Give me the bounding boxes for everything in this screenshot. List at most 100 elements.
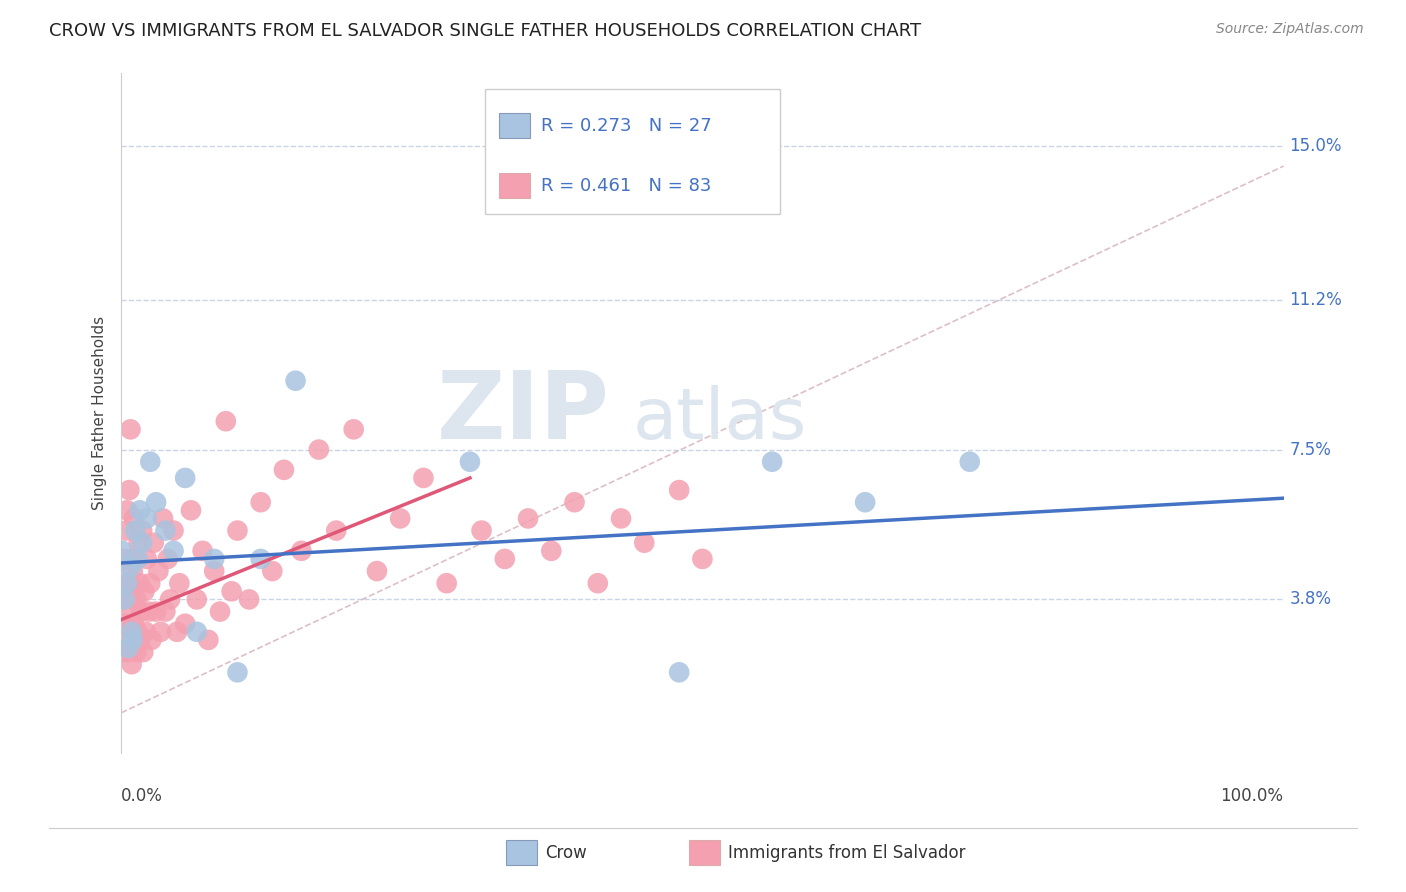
Point	[162, 524, 184, 538]
Point	[610, 511, 633, 525]
Point	[128, 535, 150, 549]
Text: ZIP: ZIP	[436, 368, 609, 459]
Point	[458, 455, 481, 469]
Point	[115, 524, 138, 538]
Point	[308, 442, 330, 457]
Point	[125, 592, 148, 607]
Point	[121, 657, 143, 672]
Text: 100.0%: 100.0%	[1220, 788, 1284, 805]
Point	[134, 584, 156, 599]
Point	[174, 471, 197, 485]
Point	[135, 552, 157, 566]
Point	[131, 535, 153, 549]
Point	[494, 552, 516, 566]
Y-axis label: Single Father Households: Single Father Households	[93, 316, 107, 510]
Point	[169, 576, 191, 591]
Point	[118, 483, 141, 497]
Text: R = 0.273   N = 27: R = 0.273 N = 27	[541, 117, 711, 135]
Point	[202, 552, 225, 566]
Point	[115, 645, 138, 659]
Point	[139, 576, 162, 591]
Point	[290, 544, 312, 558]
Point	[117, 640, 139, 655]
Point	[412, 471, 434, 485]
Point	[284, 374, 307, 388]
Point	[692, 552, 714, 566]
Point	[191, 544, 214, 558]
Point	[540, 544, 562, 558]
Text: CROW VS IMMIGRANTS FROM EL SALVADOR SINGLE FATHER HOUSEHOLDS CORRELATION CHART: CROW VS IMMIGRANTS FROM EL SALVADOR SING…	[49, 22, 921, 40]
Point	[159, 592, 181, 607]
Point	[155, 524, 177, 538]
Point	[125, 645, 148, 659]
Text: 11.2%: 11.2%	[1289, 291, 1343, 309]
Point	[633, 535, 655, 549]
Point	[197, 632, 219, 647]
Point	[121, 592, 143, 607]
Point	[117, 624, 139, 639]
Point	[114, 592, 136, 607]
Point	[127, 552, 149, 566]
Point	[124, 552, 146, 566]
Point	[121, 632, 143, 647]
Point	[128, 632, 150, 647]
Point	[128, 503, 150, 517]
Point	[226, 665, 249, 680]
Point	[115, 584, 138, 599]
Point	[180, 503, 202, 517]
Point	[221, 584, 243, 599]
Point	[186, 592, 208, 607]
Point	[155, 605, 177, 619]
Point	[564, 495, 586, 509]
Point	[131, 524, 153, 538]
Point	[141, 632, 163, 647]
Point	[118, 605, 141, 619]
Point	[115, 576, 138, 591]
Point	[215, 414, 238, 428]
Point	[761, 455, 783, 469]
Point	[145, 605, 167, 619]
Point	[120, 576, 142, 591]
Point	[121, 632, 143, 647]
Point	[124, 524, 146, 538]
Point	[115, 503, 138, 517]
Point	[273, 463, 295, 477]
Point	[120, 422, 142, 436]
Point	[470, 524, 492, 538]
Point	[135, 511, 157, 525]
Text: Immigrants from El Salvador: Immigrants from El Salvador	[728, 844, 966, 862]
Point	[114, 632, 136, 647]
Point	[115, 616, 138, 631]
Point	[132, 645, 155, 659]
Point	[343, 422, 366, 436]
Text: 3.8%: 3.8%	[1289, 591, 1331, 608]
Point	[117, 552, 139, 566]
Point	[152, 511, 174, 525]
Text: 0.0%: 0.0%	[121, 788, 163, 805]
Point	[325, 524, 347, 538]
Point	[148, 564, 170, 578]
Point	[139, 455, 162, 469]
Text: R = 0.461   N = 83: R = 0.461 N = 83	[541, 177, 711, 194]
Point	[226, 524, 249, 538]
Text: atlas: atlas	[633, 385, 807, 454]
Point	[111, 624, 134, 639]
Point	[166, 624, 188, 639]
Point	[149, 624, 172, 639]
Point	[436, 576, 458, 591]
Point	[668, 483, 690, 497]
Point	[249, 495, 271, 509]
Point	[959, 455, 981, 469]
Point	[111, 576, 134, 591]
Point	[127, 624, 149, 639]
Point	[135, 624, 157, 639]
Point	[668, 665, 690, 680]
Text: Source: ZipAtlas.com: Source: ZipAtlas.com	[1216, 22, 1364, 37]
Point	[208, 605, 231, 619]
Point	[389, 511, 412, 525]
Point	[118, 632, 141, 647]
Text: 15.0%: 15.0%	[1289, 136, 1341, 155]
Point	[114, 552, 136, 566]
Point	[238, 592, 260, 607]
Point	[586, 576, 609, 591]
